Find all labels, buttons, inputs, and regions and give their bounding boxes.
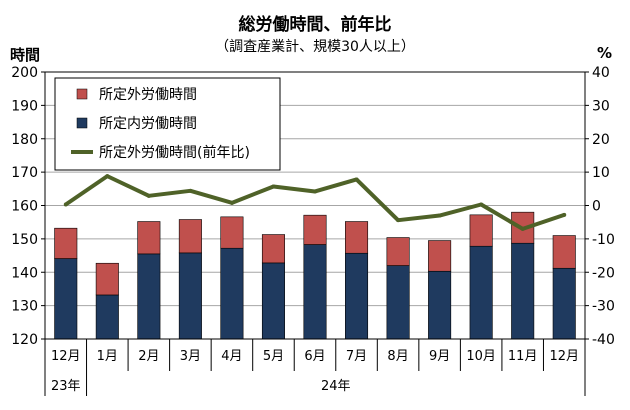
bar-scheduled [345, 252, 369, 340]
right-axis-unit: % [597, 44, 613, 62]
legend-swatch [76, 117, 88, 129]
left-tick-label: 180 [11, 132, 38, 148]
category-label: 8月 [387, 349, 408, 364]
category-label: 5月 [263, 349, 284, 364]
year-label: 24年 [321, 379, 351, 394]
right-tick-label: 40 [592, 65, 610, 81]
bar-scheduled [552, 267, 576, 340]
bar-scheduled [303, 244, 327, 340]
bar-scheduled [386, 265, 410, 340]
bar-scheduled [469, 245, 493, 340]
category-label: 6月 [304, 349, 325, 364]
bar-overtime [345, 221, 369, 254]
line-point [396, 218, 401, 223]
bar-scheduled [54, 258, 78, 340]
legend-label: 所定外労働時間 [99, 87, 197, 103]
bar-overtime [220, 216, 244, 249]
left-tick-label: 120 [11, 332, 38, 348]
category-label: 2月 [138, 349, 159, 364]
left-tick-label: 170 [11, 165, 38, 181]
category-label: 1月 [97, 349, 118, 364]
bar-overtime [552, 235, 576, 269]
right-tick-label: 10 [592, 165, 610, 181]
left-tick-label: 190 [11, 98, 38, 114]
right-tick-label: 30 [592, 98, 610, 114]
bar-scheduled [511, 242, 535, 340]
line-point [105, 174, 110, 179]
line-point [354, 177, 359, 182]
left-tick-label: 160 [11, 199, 38, 215]
category-label: 9月 [429, 349, 450, 364]
year-label: 23年 [51, 379, 81, 394]
legend-label: 所定内労働時間 [99, 116, 197, 132]
line-point [63, 202, 68, 207]
bar-overtime [428, 240, 452, 272]
left-tick-label: 150 [11, 232, 38, 248]
bar-overtime [178, 219, 202, 254]
right-tick-label: -10 [592, 232, 615, 248]
bar-scheduled [137, 253, 161, 340]
right-tick-label: -30 [592, 299, 615, 315]
category-label: 10月 [466, 349, 496, 364]
left-tick-label: 130 [11, 299, 38, 315]
line-point [520, 226, 525, 231]
line-point [479, 202, 484, 207]
bar-scheduled [428, 270, 452, 340]
line-point [437, 213, 442, 218]
line-point [271, 184, 276, 189]
category-label: 3月 [180, 349, 201, 364]
line-point [313, 189, 317, 194]
bar-scheduled [261, 262, 285, 340]
bar-overtime [469, 214, 493, 247]
right-tick-label: -20 [592, 265, 615, 281]
left-tick-label: 200 [11, 65, 38, 81]
category-label: 11月 [508, 349, 538, 364]
line-point [229, 200, 234, 205]
line-point [562, 212, 567, 217]
bar-scheduled [220, 247, 244, 340]
bar-overtime [95, 262, 119, 296]
category-label: 12月 [549, 349, 579, 364]
legend-swatch [76, 88, 88, 100]
bar-overtime [303, 214, 327, 245]
category-label: 4月 [221, 349, 242, 364]
right-tick-label: -40 [592, 332, 615, 348]
bar-overtime [386, 237, 410, 266]
category-label: 12月 [51, 349, 81, 364]
bar-overtime [261, 234, 285, 264]
legend-label: 所定外労働時間(前年比) [99, 144, 250, 161]
bar-overtime [54, 227, 78, 259]
category-label: 7月 [346, 349, 367, 364]
bar-scheduled [178, 252, 202, 340]
line-point [146, 193, 151, 198]
bar-scheduled [95, 294, 119, 340]
right-tick-label: 20 [592, 132, 610, 148]
bar-overtime [137, 221, 161, 255]
left-axis-unit: 時間 [10, 46, 41, 64]
chart-title: 総労働時間、前年比 [238, 15, 392, 35]
left-tick-label: 140 [11, 265, 38, 281]
chart-subtitle: （調査産業計、規模30人以上） [215, 39, 415, 55]
legend-box [54, 77, 281, 171]
right-tick-label: 0 [592, 199, 601, 215]
line-point [188, 188, 193, 193]
